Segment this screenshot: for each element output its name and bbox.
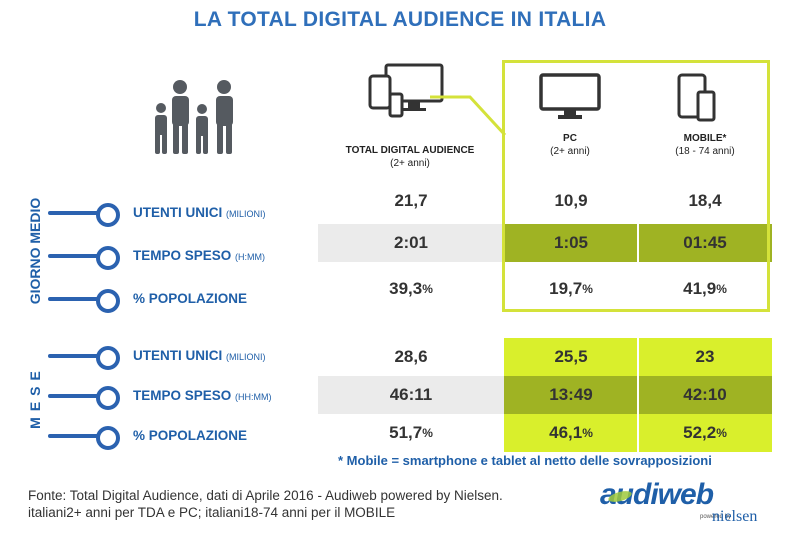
value-cell: 41,9% bbox=[683, 279, 727, 298]
row-label-utenti-unici: UTENTI UNICI (MILIONI) bbox=[133, 205, 266, 220]
row-circle-icon bbox=[96, 289, 120, 313]
row-connector bbox=[48, 394, 106, 398]
value-cell: 13:49 bbox=[549, 385, 593, 404]
col-header-mobile: MOBILE* (18 - 74 anni) bbox=[675, 133, 735, 157]
connector-line bbox=[430, 95, 507, 137]
row-circle-icon bbox=[96, 426, 120, 450]
col-header-tda: TOTAL DIGITAL AUDIENCE (2+ anni) bbox=[345, 145, 475, 169]
value-cell: 42:10 bbox=[683, 385, 727, 404]
value-cell: 01:45 bbox=[683, 233, 727, 252]
column-separator bbox=[637, 224, 639, 262]
value-cell: 23 bbox=[695, 347, 715, 366]
row-connector bbox=[48, 354, 106, 358]
value-cell: 1:05 bbox=[553, 233, 589, 252]
row-label-popolazione: % POPOLAZIONE bbox=[133, 291, 248, 306]
source-text: Fonte: Total Digital Audience, dati di A… bbox=[28, 488, 503, 520]
row-connector bbox=[48, 297, 106, 301]
value-cell: 18,4 bbox=[688, 191, 722, 210]
row-circle-icon bbox=[96, 346, 120, 370]
group-label-giorno-medio: GIORNO MEDIO bbox=[27, 197, 43, 305]
highlight-box bbox=[502, 60, 770, 312]
monitor-icon bbox=[539, 73, 601, 119]
row-connector bbox=[48, 434, 106, 438]
row-circle-icon bbox=[96, 203, 120, 227]
value-cell: 52,2% bbox=[683, 423, 727, 442]
multi-device-icon bbox=[368, 63, 444, 118]
value-cell: 46:11 bbox=[389, 385, 433, 404]
value-cell: 19,7% bbox=[549, 279, 593, 298]
row-label-utenti-unici: UTENTI UNICI (MILIONI) bbox=[133, 348, 266, 363]
value-cell: 2:01 bbox=[393, 233, 429, 252]
row-label-popolazione: % POPOLAZIONE bbox=[133, 428, 248, 443]
col-header-pc: PC (2+ anni) bbox=[550, 133, 590, 157]
row-label-tempo-speso: TEMPO SPESO (H:MM) bbox=[133, 248, 266, 263]
page-title: LA TOTAL DIGITAL AUDIENCE IN ITALIA bbox=[193, 8, 607, 31]
smartphone-tablet-icon bbox=[677, 73, 716, 122]
value-cell: 51,7% bbox=[389, 423, 433, 442]
family-icon bbox=[155, 80, 233, 154]
band-gray bbox=[318, 224, 504, 262]
band-gray bbox=[318, 376, 504, 414]
value-cell: 46,1% bbox=[549, 423, 593, 442]
value-cell: 25,5 bbox=[554, 347, 588, 366]
audiweb-logo: audiweb powered by nielsen bbox=[600, 478, 758, 525]
group-label-mese: MESE bbox=[27, 365, 43, 429]
mobile-footnote: * Mobile = smartphone e tablet al netto … bbox=[338, 453, 712, 468]
value-cell: 28,6 bbox=[394, 347, 428, 366]
value-cell: 21,7 bbox=[394, 191, 428, 210]
value-cell: 10,9 bbox=[554, 191, 588, 210]
row-circle-icon bbox=[96, 386, 120, 410]
row-circle-icon bbox=[96, 246, 120, 270]
row-connector bbox=[48, 254, 106, 258]
row-connector bbox=[48, 211, 106, 215]
column-separator bbox=[637, 338, 639, 452]
value-cell: 39,3% bbox=[389, 279, 433, 298]
row-label-tempo-speso: TEMPO SPESO (HH:MM) bbox=[133, 388, 272, 403]
